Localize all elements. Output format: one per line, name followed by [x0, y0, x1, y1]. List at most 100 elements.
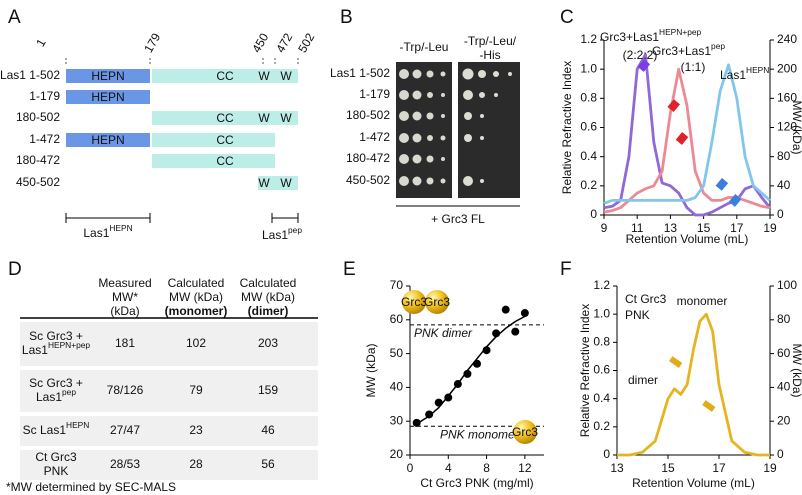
row-name: Sc Las1HEPN — [23, 420, 90, 437]
y2-tick-label: 80 — [777, 312, 791, 326]
y-tick-label: 1.2 — [580, 32, 597, 46]
annotation-sup: pep — [711, 41, 725, 51]
y2-tick-label: 0 — [777, 207, 784, 221]
panel-label: E — [343, 259, 356, 280]
column-header: -Trp/-Leu/ — [464, 34, 517, 48]
y-tick-label: 60 — [390, 312, 404, 326]
colony — [399, 176, 409, 186]
row-name: Sc Grc3 + — [29, 376, 83, 390]
cc-domain — [152, 154, 275, 168]
y-tick-label: 0 — [603, 447, 610, 461]
y2-tick-label: 160 — [777, 91, 797, 105]
colony — [412, 154, 422, 164]
x-axis-label: Retention Volume (mL) — [626, 232, 749, 246]
colony — [440, 178, 446, 184]
panel-label: B — [340, 7, 353, 28]
domain-label: CC — [216, 69, 234, 83]
y-tick-label: 0.2 — [593, 419, 610, 433]
annotation: PNK — [625, 308, 650, 322]
x-tick-label: 12 — [518, 461, 532, 475]
series-line — [603, 53, 772, 217]
annotation: (2:2:2) — [623, 48, 658, 62]
colony — [399, 154, 409, 164]
y-tick-label: 0.8 — [593, 335, 610, 349]
colony — [480, 136, 484, 140]
y2-tick-label: 100 — [777, 278, 797, 292]
annotation-main: Grc3+Las1 — [600, 30, 659, 44]
cc-domain — [258, 176, 298, 190]
x-tick-label: 19 — [763, 221, 777, 235]
residue-label: 450 — [249, 30, 271, 55]
x-tick-label: 8 — [483, 461, 490, 475]
y2-tick-label: 80 — [777, 149, 791, 163]
construct-label: 1-472 — [29, 132, 60, 146]
colony — [426, 112, 434, 120]
y-tick-label: 20 — [390, 447, 404, 461]
cc-domain — [152, 111, 298, 125]
table-row — [20, 450, 318, 480]
cc-domain — [152, 133, 275, 147]
annotation-main: Las1 — [720, 68, 746, 82]
plate — [396, 62, 452, 198]
colony — [462, 68, 474, 80]
colony — [412, 111, 422, 121]
y2-tick-label: 60 — [777, 346, 791, 360]
row-name: Ct Grc3 — [35, 450, 77, 464]
table-header: Measured — [98, 276, 151, 290]
data-point — [511, 327, 520, 336]
table-cell: 56 — [261, 457, 275, 471]
construct-label: 1-179 — [29, 89, 60, 103]
colony — [494, 93, 498, 97]
x-tick-label: 13 — [610, 461, 624, 475]
plate — [458, 62, 520, 198]
construct-label: Las1 1-502 — [0, 68, 60, 82]
table-cell: 46 — [261, 423, 275, 437]
x-axis-label: Retention Volume (mL) — [632, 476, 755, 490]
table-cell: 23 — [189, 423, 203, 437]
colony — [478, 70, 486, 78]
row-name: Las1pep — [36, 387, 76, 404]
data-point — [473, 359, 481, 368]
colony — [463, 176, 473, 186]
colony — [412, 133, 422, 143]
y-tick-label: 30 — [390, 413, 404, 427]
colony — [440, 135, 446, 141]
table-cell: 78/126 — [107, 383, 144, 397]
icon-label: Grc3 — [424, 295, 450, 309]
colony — [508, 72, 512, 76]
series-line — [416, 315, 526, 425]
row-name-main: Sc Grc3 + — [29, 376, 83, 390]
w-motif: W — [280, 69, 292, 83]
x-tick-label: 17 — [730, 221, 744, 235]
grc3-icon — [425, 290, 449, 314]
row-name-main: Sc Grc3 + — [29, 329, 83, 343]
row-name-main: Sc Las1 — [23, 423, 67, 437]
table-cell: 159 — [258, 383, 278, 397]
colony — [493, 71, 499, 77]
y-axis-label: MW (kDa) — [364, 344, 378, 398]
annotation: monomer — [677, 294, 728, 308]
y-axis-label: Relative Refractive Index — [560, 61, 574, 194]
annotation-sup: HEPN+pep — [659, 27, 701, 37]
panel-label: F — [560, 259, 572, 280]
grc3-icon — [513, 420, 537, 444]
bracket-label-sup: HEPN — [109, 223, 132, 233]
cc-domain — [152, 69, 298, 83]
series-line — [603, 67, 771, 214]
y-tick-label: 0.6 — [593, 363, 610, 377]
y-tick-label: 70 — [390, 278, 404, 292]
strain-label: 1-179 — [359, 87, 390, 101]
data-point — [463, 369, 472, 378]
x-tick-label: 17 — [712, 461, 726, 475]
bracket — [271, 213, 299, 223]
y-tick-label: 1.0 — [580, 61, 597, 75]
annotation-main: (1:1) — [681, 60, 706, 74]
reference-label: PNK dimer — [414, 326, 473, 340]
icon-label: Grc3 — [401, 295, 427, 309]
mw-marker — [675, 132, 689, 145]
domain-label: HEPN — [91, 69, 124, 83]
y-tick-label: 0.8 — [580, 91, 597, 105]
icon-label: Grc3 — [512, 425, 538, 439]
series-line — [617, 312, 770, 457]
